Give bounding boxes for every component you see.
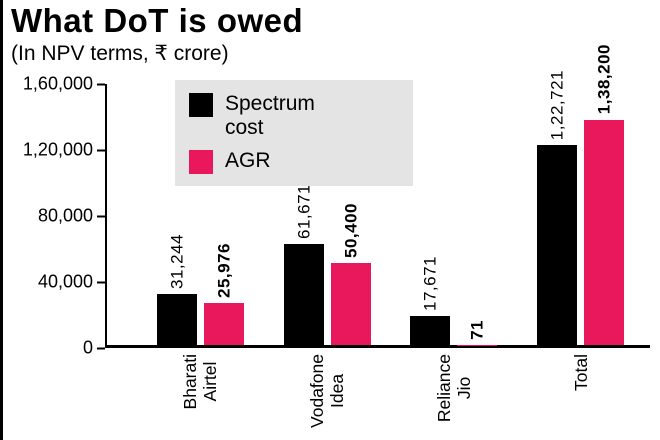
y-axis: 0 40,000 80,000 1,20,000 1,60,000 — [3, 74, 105, 358]
y-tick-mark — [97, 215, 105, 217]
bar-spectrum: 1,22,721 — [537, 70, 578, 345]
bar-agr: 50,400 — [330, 203, 371, 345]
y-tick-label: 1,60,000 — [22, 73, 93, 94]
y-tick: 40,000 — [38, 272, 105, 293]
spectrum-swatch-icon — [189, 93, 213, 117]
bar-spectrum: 31,244 — [156, 234, 197, 345]
category-label: Reliance Jio — [433, 354, 474, 423]
bar-spectrum: 61,671 — [283, 184, 324, 345]
agr-swatch-icon — [189, 150, 213, 175]
bar-value-label: 61,671 — [294, 184, 314, 240]
bar-value-label: 1,38,200 — [594, 44, 614, 115]
y-tick-mark — [97, 281, 105, 283]
bar-value-label: 71 — [467, 319, 487, 340]
legend-item-spectrum: Spectrum cost — [189, 92, 399, 139]
bar-value-label: 17,671 — [420, 256, 440, 312]
category-label: Bharati Airtel — [180, 354, 221, 410]
bar-value-label: 31,244 — [167, 234, 187, 290]
y-tick: 1,60,000 — [23, 74, 105, 95]
bar-chart: 0 40,000 80,000 1,20,000 1,60,000 31,244 25,9… — [3, 44, 656, 440]
y-tick: 1,20,000 — [23, 140, 105, 161]
legend-label-agr: AGR — [225, 149, 271, 173]
y-tick-mark — [97, 149, 105, 151]
bar-spectrum: 17,671 — [410, 256, 451, 345]
y-tick-label: 0 — [82, 337, 93, 358]
category-label: Vodafone Idea — [307, 354, 348, 428]
chart-title: What DoT is owed — [11, 2, 304, 39]
bar-agr: 25,976 — [203, 243, 244, 345]
legend-item-agr: AGR — [189, 149, 399, 175]
bar-value-label: 25,976 — [214, 242, 234, 298]
chart-subtitle: (In NPV terms, ₹ crore) — [11, 41, 229, 65]
bar-value-label: 1,22,721 — [547, 69, 567, 140]
category-label: Total — [570, 354, 591, 391]
y-tick-mark — [97, 83, 105, 85]
bar-agr: 1,38,200 — [584, 44, 625, 345]
bar-groups: 31,244 25,976 Bharati Airtel 61,671 50,400 Vo… — [107, 44, 650, 428]
bar-group: 31,244 25,976 Bharati Airtel — [156, 84, 244, 409]
bar-group: 1,22,721 1,38,200 Total — [537, 44, 625, 391]
plot-area: 31,244 25,976 Bharati Airtel 61,671 50,400 Vo… — [105, 44, 650, 428]
y-tick-label: 1,20,000 — [22, 139, 93, 160]
y-tick: 0 — [83, 338, 105, 359]
bar-group: 61,671 50,400 Vodafone Idea — [283, 84, 371, 428]
y-tick: 80,000 — [38, 206, 105, 227]
legend: Spectrum cost AGR — [175, 80, 413, 187]
y-tick-mark — [97, 347, 105, 349]
legend-label-spectrum: Spectrum cost — [225, 92, 315, 139]
y-tick-label: 80,000 — [37, 205, 93, 226]
bar-group: 17,671 71 Reliance Jio — [410, 84, 498, 422]
bar-value-label: 50,400 — [341, 202, 361, 258]
y-tick-label: 40,000 — [37, 271, 93, 292]
